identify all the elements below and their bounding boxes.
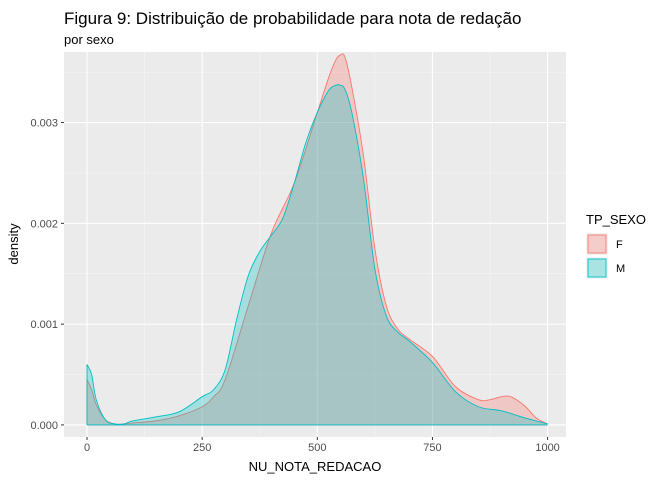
legend-key-m (587, 258, 607, 278)
legend-key-bg-m (586, 257, 608, 279)
x-axis-ticks: 0 250 500 750 1000 (84, 437, 560, 454)
plot-panel (64, 52, 566, 437)
legend-label-f: F (616, 239, 623, 251)
x-tick-label-1: 250 (193, 442, 211, 454)
chart-title: Figura 9: Distribuição de probabilidade … (64, 9, 521, 28)
x-tick-label-3: 750 (423, 442, 441, 454)
legend-key-bg-f (586, 233, 608, 255)
y-tick-label-3: 0.003 (30, 118, 58, 130)
y-tick-label-0: 0.000 (30, 420, 58, 432)
legend: TP_SEXO F M (586, 212, 646, 279)
density-area-m (87, 84, 548, 425)
chart-subtitle: por sexo (64, 32, 114, 47)
x-axis-title: NU_NOTA_REDACAO (249, 459, 382, 474)
density-line-f (86, 53, 548, 425)
x-tick-label-2: 500 (308, 442, 326, 454)
x-tick-label-4: 1000 (535, 442, 559, 454)
legend-key-f (587, 234, 607, 254)
y-tick-label-2: 0.002 (30, 218, 58, 230)
x-tick-label-0: 0 (84, 442, 90, 454)
y-axis-ticks: 0.000 0.001 0.002 0.003 (30, 118, 64, 432)
legend-label-m: M (616, 263, 625, 275)
density-line-m (86, 84, 548, 425)
legend-title: TP_SEXO (586, 212, 646, 227)
density-areas (86, 53, 548, 426)
y-tick-label-1: 0.001 (30, 319, 58, 331)
minor-gridlines (64, 52, 566, 437)
density-area-f (87, 53, 548, 425)
y-axis-title: density (6, 223, 21, 265)
